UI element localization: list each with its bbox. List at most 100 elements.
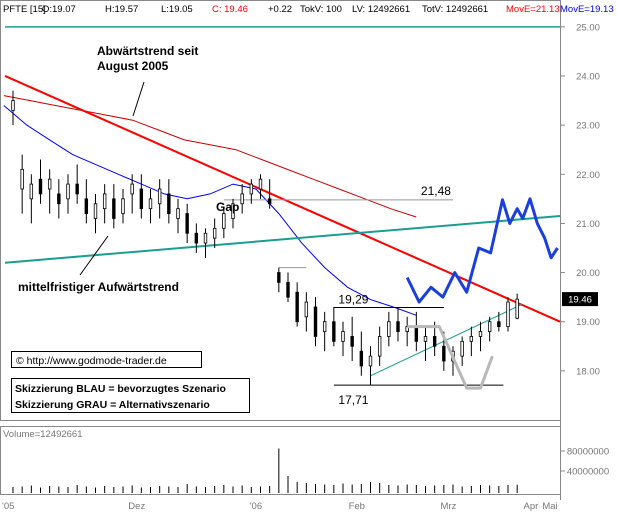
annotation-downtrend-arrow (132, 81, 145, 117)
candle-body (167, 193, 171, 214)
candle (203, 228, 208, 258)
candle-body (432, 336, 437, 347)
candle-body (258, 178, 263, 190)
candle (341, 321, 345, 357)
header-high: H:19.57 (105, 4, 138, 15)
candle-body (423, 336, 428, 342)
candle-body (478, 331, 483, 337)
annotation-uptrend: mittelfristiger Aufwärtstrend (18, 280, 179, 294)
candle-body (84, 198, 89, 214)
candle (222, 208, 226, 239)
candle (487, 316, 492, 342)
candle-body (304, 301, 309, 318)
candle (47, 169, 52, 214)
candle (368, 346, 373, 386)
header-low: L:19.05 (161, 4, 193, 15)
candle-body (506, 301, 510, 328)
candle-body (377, 336, 382, 357)
candle-body (66, 183, 70, 200)
volume-tick-label: 40000000 (567, 467, 609, 478)
moving-average-red (3, 95, 417, 218)
candle (359, 331, 364, 376)
candle (249, 179, 254, 204)
annotation-downtrend: August 2005 (97, 59, 169, 73)
candle (322, 311, 327, 352)
candle-body (93, 203, 98, 219)
candle-body (240, 193, 244, 205)
candle-body (414, 326, 419, 342)
header-move2: MovE=19.13 (560, 4, 614, 15)
candle (185, 203, 189, 244)
legend-box (11, 378, 250, 413)
candle (295, 282, 299, 327)
candle (478, 321, 483, 352)
candle-body (515, 298, 519, 319)
candle-body (203, 232, 208, 244)
candle-body (497, 321, 501, 328)
candle-body (29, 183, 34, 200)
header-lv: LV: 12492661 (352, 4, 410, 15)
candle-body (442, 345, 446, 362)
candle-body (11, 100, 15, 111)
candle (506, 297, 510, 332)
candle (75, 164, 79, 204)
candle-body (277, 272, 281, 283)
candle (93, 193, 98, 234)
candle-body (267, 198, 272, 205)
candle (29, 174, 34, 224)
header-totv: TotV: 12492661 (422, 4, 488, 15)
candle (102, 184, 107, 224)
candle (231, 198, 235, 229)
last-price-label: 19.46 (568, 295, 592, 306)
uptrend-line (4, 215, 561, 264)
candle-body (387, 321, 391, 337)
x-tick-label: Apr (524, 501, 539, 512)
candle-body (75, 183, 79, 195)
candle (396, 306, 400, 342)
candle-body (212, 227, 217, 239)
candle (267, 179, 272, 209)
candle (332, 306, 336, 347)
candle-body (332, 321, 336, 342)
scenario-blue-sketch (405, 197, 559, 304)
y-tick-label: 23.00 (576, 121, 600, 132)
candle-body (185, 213, 189, 234)
candle-body (176, 208, 180, 219)
candle (148, 189, 153, 224)
annotation-downtrend: Abwärtstrend seit (97, 44, 198, 58)
candle (121, 189, 125, 224)
x-tick-label: '05 (2, 501, 14, 512)
level-label-21-48: 21,48 (421, 184, 451, 198)
candle-body (350, 336, 354, 347)
scenario-gray-sketch (407, 325, 494, 390)
x-tick-label: Dez (128, 501, 145, 512)
legend-gray-text: Skizzierung GRAU = Alternativszenario (15, 399, 210, 411)
header-change: +0.22 (268, 4, 292, 15)
candle-body (396, 321, 400, 332)
candle-body (295, 291, 299, 323)
candle (11, 90, 15, 126)
candle (176, 198, 180, 234)
candle (515, 293, 519, 320)
candle-body (38, 178, 43, 195)
candle-body (148, 198, 153, 210)
header-symbol: PFTE [15] (3, 4, 46, 15)
candle (460, 336, 464, 366)
candle (66, 174, 70, 214)
candle (20, 154, 24, 214)
y-tick-label: 25.00 (576, 22, 600, 33)
source-box (11, 351, 202, 368)
candle (405, 316, 409, 347)
candle-body (130, 183, 134, 195)
candle (139, 174, 144, 219)
candle-body (487, 321, 492, 332)
candle (258, 174, 263, 199)
candle-body (139, 188, 144, 210)
x-tick-label: Feb (349, 501, 365, 512)
y-tick-label: 21.00 (576, 219, 600, 230)
y-tick-label: 20.00 (576, 268, 600, 279)
candle (277, 267, 281, 293)
candle-body (231, 203, 235, 219)
